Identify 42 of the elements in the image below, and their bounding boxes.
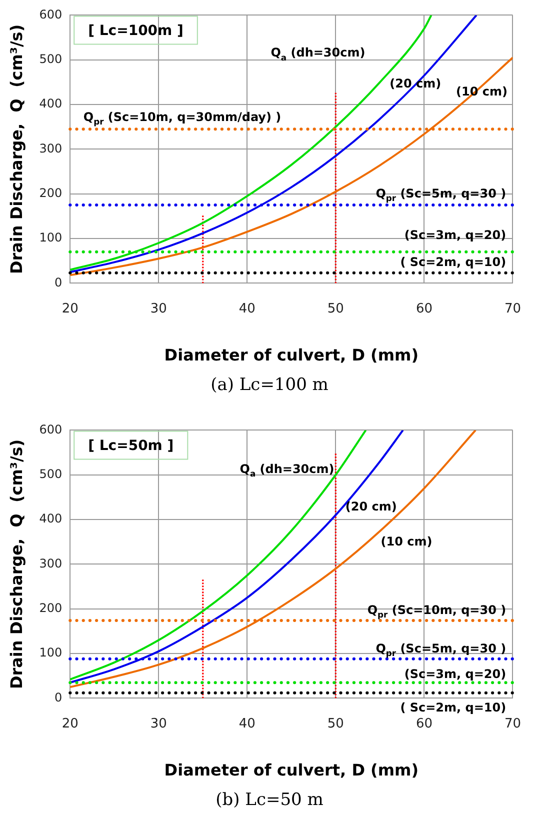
y-tick-label: 600 xyxy=(39,7,62,22)
text: (a) Lc=100 m xyxy=(210,374,330,397)
annotation: (Sc=3m, q=20) xyxy=(404,228,506,242)
y-axis-title: Drain Discharge, Q (cm³/s) xyxy=(6,439,26,690)
text: ( Sc=2m, q=10) xyxy=(400,700,506,715)
annotation: [ Lc=100m ] xyxy=(88,23,184,40)
x-tick-label: 30 xyxy=(150,301,167,316)
x-axis-title: Diameter of culvert, D (mm) xyxy=(164,346,419,365)
x-tick-label: 30 xyxy=(150,716,167,732)
y-tick-label: 100 xyxy=(39,646,62,660)
y-tick-label: 500 xyxy=(39,466,62,481)
x-tick-label: 20 xyxy=(62,301,78,316)
x-tick-label: 60 xyxy=(416,716,432,732)
annotation: (20 cm) xyxy=(390,76,442,91)
y-tick-label: 300 xyxy=(39,556,62,570)
y-tick-label: 100 xyxy=(39,230,62,245)
y-tick-label: 400 xyxy=(39,96,62,111)
x-tick-label: 70 xyxy=(504,301,521,316)
annotation: (20 cm) xyxy=(345,500,397,514)
x-tick-label: 20 xyxy=(62,716,78,732)
y-tick-label: 0 xyxy=(54,275,62,290)
x-tick-label: 40 xyxy=(238,301,256,316)
x-tick-label: 40 xyxy=(238,716,256,732)
x-axis-title: Diameter of culvert, D (mm) xyxy=(164,760,419,780)
annotation: [ Lc=50m ] xyxy=(88,438,174,454)
y-tick-label: 200 xyxy=(39,600,62,615)
line-series xyxy=(70,56,513,276)
y-tick-label: 500 xyxy=(39,52,62,66)
text: (b) Lc=50 m xyxy=(214,789,324,812)
annotation: (Sc=3m, q=20) xyxy=(404,667,506,682)
y-tick-label: 600 xyxy=(39,422,62,436)
x-tick-label: 50 xyxy=(327,301,344,316)
x-tick-label: 60 xyxy=(416,301,432,316)
y-axis-title: Drain Discharge, Q (cm³/s) xyxy=(6,24,26,274)
y-tick-label: 300 xyxy=(39,141,62,156)
annotation: (10 cm) xyxy=(380,534,432,548)
y-tick-label: 200 xyxy=(39,186,62,200)
x-tick-label: 70 xyxy=(504,716,521,732)
annotation: ( Sc=2m, q=10) xyxy=(400,254,506,269)
x-tick-label: 50 xyxy=(327,716,344,732)
y-tick-label: 400 xyxy=(39,512,62,526)
y-tick-label: 0 xyxy=(54,690,62,704)
